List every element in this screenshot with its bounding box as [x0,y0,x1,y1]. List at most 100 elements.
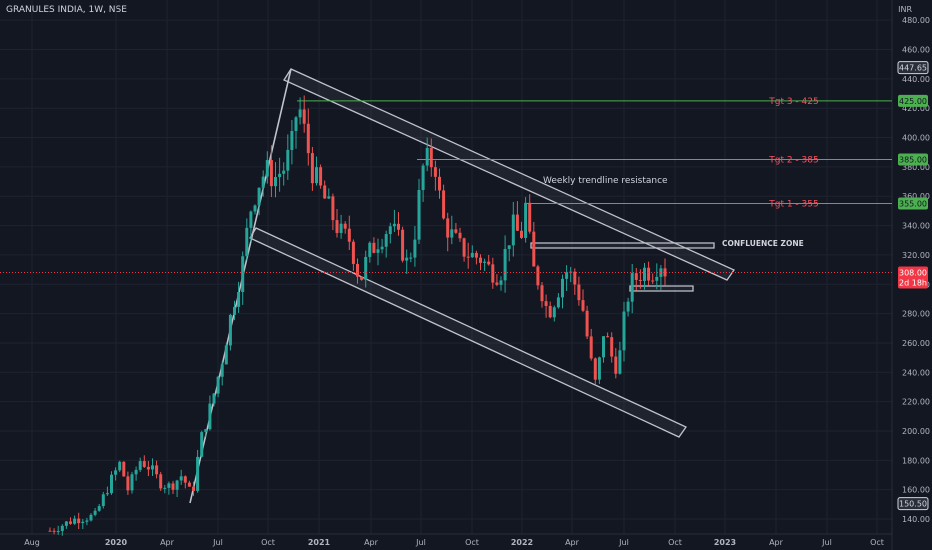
candle-down [335,220,339,233]
candle-up [118,461,122,471]
candle-down [146,466,150,470]
y-tick-label: 280.00 [902,310,930,319]
candle-down [446,218,450,238]
confluence-zone-box [530,242,715,249]
candle-up [253,205,257,212]
candle-up [224,345,228,365]
candle-up [167,483,171,488]
candle-down [187,482,191,487]
candle-down [647,267,651,281]
candle-down [454,229,458,233]
x-tick-label: Aug [24,538,40,547]
candle-up [556,297,560,308]
candle-down [343,223,347,229]
candle-up [470,252,474,258]
candle-down [515,214,519,231]
candle-up [163,487,167,489]
upper-trendline-channel [283,68,735,281]
candle-up [499,280,503,285]
candle-up [643,267,646,281]
candle-up [503,248,507,281]
candle-down [77,518,81,524]
candle-up [151,465,154,470]
candle-down [269,160,273,187]
candle-up [622,311,626,351]
candle-up [450,229,454,238]
candle-down [585,310,589,337]
candle-up [179,476,183,481]
candle-up [298,109,302,118]
x-tick-label: Oct [465,538,479,547]
rising-trendline [189,68,292,504]
candle-down [577,284,581,301]
candle-down [532,231,536,267]
candle-up [511,214,515,246]
annotations: Weekly trendline resistance CONFLUENCE ZO… [543,176,804,248]
candle-up [245,227,249,257]
candle-down [663,268,667,277]
symbol-title: GRANULES INDIA, 1W, NSE [6,5,127,15]
candle-up [110,474,113,494]
candle-down [544,301,548,306]
candle-down [310,153,314,184]
candle-up [56,531,60,533]
candle-up [507,245,511,249]
candle-up [384,234,388,247]
candle-down [466,256,470,258]
candle-up [81,521,85,524]
candle-down [433,167,437,177]
candle-down [192,486,195,491]
candle-down [401,229,405,261]
candle-down [487,261,491,265]
candle-down [347,228,351,242]
x-tick-label: 2021 [308,538,331,547]
candle-up [261,176,265,188]
candle-down [479,257,482,263]
support-zone-box [629,285,694,292]
y-tick-label: 240.00 [902,368,930,377]
y-tick-label: 340.00 [902,222,930,231]
price-badge [898,94,928,107]
currency-label: INR [898,5,912,14]
candle-down [319,167,323,186]
x-tick-label: 2020 [105,538,128,547]
x-tick-label: Jul [821,538,832,547]
candle-down [573,271,577,285]
price-badge-label: 355.00 [899,200,927,209]
candle-up [200,432,204,457]
candle-up [405,257,409,261]
candle-up [134,469,138,475]
candle-down [126,476,130,491]
candle-down [474,252,478,258]
price-badge [897,497,929,511]
candle-up [327,196,331,199]
candle-down [536,266,540,286]
time-axis: Aug 2020 Apr Jul Oct 2021 Apr Jul Oct 2022 Apr Jul O… [24,538,884,547]
candle-down [155,465,159,475]
y-tick-label: 260.00 [902,339,930,348]
candle-down [306,123,310,154]
candle-down [360,276,364,280]
x-tick-label: 2023 [714,538,736,547]
y-tick-label: 420.00 [902,104,930,113]
y-tick-label: 440.00 [902,75,930,84]
candle-down [331,196,335,221]
price-badge [897,61,929,75]
candle-down [495,282,499,285]
candle-down [520,230,523,238]
price-badge [898,266,928,289]
confluence-annotation: CONFLUENCE ZONE [722,239,804,248]
target-label: Tgt 3 - 425 [768,97,818,107]
target-lines: Tgt 3 - 425 Tgt 2 - 385 Tgt 1 - 355 [0,97,892,274]
candle-down [638,279,642,281]
target-label: Tgt 1 - 355 [768,200,818,210]
candle-down [438,176,441,191]
x-tick-label: Jul [618,538,629,547]
y-tick-label: 200.00 [902,427,930,436]
candle-up [233,306,236,315]
y-tick-label: 160.00 [902,486,930,495]
grid [0,0,893,550]
candle-up [212,393,216,404]
